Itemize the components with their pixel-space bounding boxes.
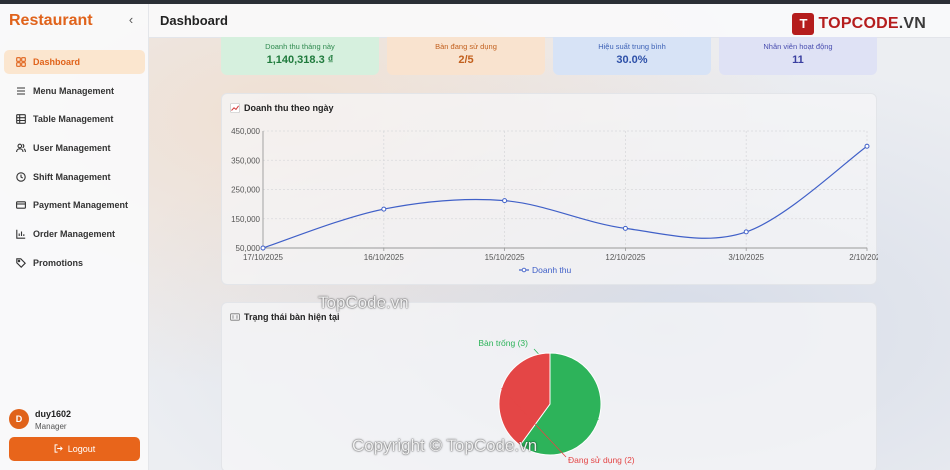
page-title: Dashboard xyxy=(160,13,228,28)
stat-value: 30.0% xyxy=(616,54,648,66)
y-tick-label: 250,000 xyxy=(231,186,260,195)
sidebar: Restaurant ‹ Dashboard Menu Management T… xyxy=(0,4,149,470)
stat-card-average-efficiency: Hiệu suất trung bình 30.0% xyxy=(553,37,711,75)
logout-label: Logout xyxy=(67,444,96,454)
sidebar-item-label: Promotions xyxy=(33,257,84,268)
top-header: Dashboard T TOPCODE.VN xyxy=(149,4,950,38)
revenue-chart-panel: Doanh thu theo ngày 50,000 150,000 250,000… xyxy=(221,93,878,285)
y-tick-label: 350,000 xyxy=(231,156,260,165)
sidebar-item-label: Table Management xyxy=(33,114,114,125)
sidebar-item-label: Dashboard xyxy=(33,57,81,67)
table-status-title-text: Trạng thái bàn hiện tại xyxy=(244,312,340,322)
data-point xyxy=(502,198,508,204)
avatar: D xyxy=(9,409,29,429)
stat-card-tables-in-use: Bàn đang sử dụng 2/5 xyxy=(387,37,545,75)
watermark-text: TopCode.vn xyxy=(318,293,409,312)
sidebar-item-menu-management[interactable]: Menu Management xyxy=(4,79,145,103)
legend-marker xyxy=(521,267,527,273)
sidebar-item-label: Menu Management xyxy=(33,85,115,96)
x-tick-label: 2/10/2025 xyxy=(849,253,878,262)
stat-value: 2/5 xyxy=(458,54,474,66)
user-name: duy1602 xyxy=(35,409,72,419)
stat-value: 11 xyxy=(792,54,804,66)
clock-icon xyxy=(16,172,26,182)
topcode-logo-brand: TOPCODE xyxy=(818,15,899,32)
stat-label: Hiệu suất trung bình xyxy=(598,42,666,51)
stat-card-monthly-revenue: Doanh thu tháng này 1,140,318.3 ₫ xyxy=(221,37,379,75)
app-brand[interactable]: Restaurant xyxy=(9,12,93,29)
bar-chart-icon xyxy=(16,229,26,239)
data-point xyxy=(381,206,387,212)
chart-trend-icon xyxy=(230,103,240,113)
y-tick-label: 50,000 xyxy=(236,244,261,253)
revenue-chart-title-text: Doanh thu theo ngày xyxy=(244,103,334,113)
sidebar-item-shift-management[interactable]: Shift Management xyxy=(4,165,145,189)
menu-list-icon xyxy=(16,86,26,96)
pie-label: Đang sử dụng (2) xyxy=(568,455,635,465)
sidebar-item-payment-management[interactable]: Payment Management xyxy=(4,193,145,217)
topcode-logo-text: TOPCODE.VN xyxy=(818,15,926,33)
x-tick-label: 12/10/2025 xyxy=(605,253,646,262)
users-icon xyxy=(16,143,26,153)
data-point xyxy=(864,143,870,149)
table-status-pie-chart: Bàn trống (3) Đang sử dụng (2) xyxy=(478,338,635,465)
stat-label: Doanh thu tháng này xyxy=(265,42,335,51)
revenue-line-chart: 50,000 150,000 250,000 350,000 450,000 17/10/… xyxy=(231,127,878,275)
topcode-logo-suffix: .VN xyxy=(898,15,926,32)
topcode-logo-icon: T xyxy=(792,13,815,35)
sidebar-item-user-management[interactable]: User Management xyxy=(4,136,145,160)
data-point xyxy=(743,229,749,235)
data-point xyxy=(622,225,628,231)
dining-icon xyxy=(230,312,240,322)
y-tick-label: 450,000 xyxy=(231,127,260,136)
sidebar-item-promotions[interactable]: Promotions xyxy=(4,251,145,275)
window-top-strip xyxy=(0,0,950,4)
pie-slice xyxy=(498,352,551,446)
watermark-copyright: Copyright © TopCode.vn xyxy=(352,436,538,455)
topcode-watermark-logo: T TOPCODE.VN xyxy=(792,12,926,36)
y-tick-label: 150,000 xyxy=(231,215,260,224)
stat-label: Nhân viên hoạt động xyxy=(763,42,833,51)
sidebar-item-label: Order Management xyxy=(33,229,116,240)
sidebar-item-table-management[interactable]: Table Management xyxy=(4,107,145,131)
dashboard-icon xyxy=(16,57,26,67)
x-tick-label: 16/10/2025 xyxy=(364,253,405,262)
sidebar-nav: Dashboard Menu Management Table Manageme… xyxy=(4,50,145,280)
stat-value: 1,140,318.3 ₫ xyxy=(266,54,334,66)
pie-label: Bàn trống (3) xyxy=(478,338,528,348)
pie-label-line xyxy=(501,387,567,458)
table-status-panel: Trạng thái bàn hiện tại Bàn trống (3) Đan… xyxy=(221,302,877,470)
tag-icon xyxy=(16,258,26,268)
x-tick-label: 17/10/2025 xyxy=(243,253,284,262)
x-tick-label: 15/10/2025 xyxy=(485,253,526,262)
user-role: Manager xyxy=(35,422,67,431)
sidebar-item-label: Payment Management xyxy=(33,200,129,211)
collapse-sidebar-icon[interactable]: ‹ xyxy=(128,12,134,27)
sidebar-item-order-management[interactable]: Order Management xyxy=(4,222,145,246)
sidebar-item-dashboard[interactable]: Dashboard xyxy=(4,50,145,74)
stat-card-active-staff: Nhân viên hoạt động 11 xyxy=(719,37,877,75)
table-icon xyxy=(16,114,26,125)
credit-card-icon xyxy=(16,200,26,210)
sidebar-item-label: Shift Management xyxy=(33,171,111,182)
logout-button[interactable]: Logout xyxy=(9,437,140,461)
x-tick-label: 3/10/2025 xyxy=(728,253,764,262)
logout-icon xyxy=(54,443,63,455)
user-profile[interactable]: D duy1602 Manager xyxy=(9,406,144,432)
sidebar-item-label: User Management xyxy=(33,143,111,154)
series-line xyxy=(262,145,868,249)
data-point xyxy=(260,245,266,251)
revenue-chart-title: Doanh thu theo ngày xyxy=(230,103,334,113)
legend-label: Doanh thu xyxy=(532,265,571,275)
table-status-title: Trạng thái bàn hiện tại xyxy=(230,312,340,322)
stat-label: Bàn đang sử dụng xyxy=(435,42,497,51)
